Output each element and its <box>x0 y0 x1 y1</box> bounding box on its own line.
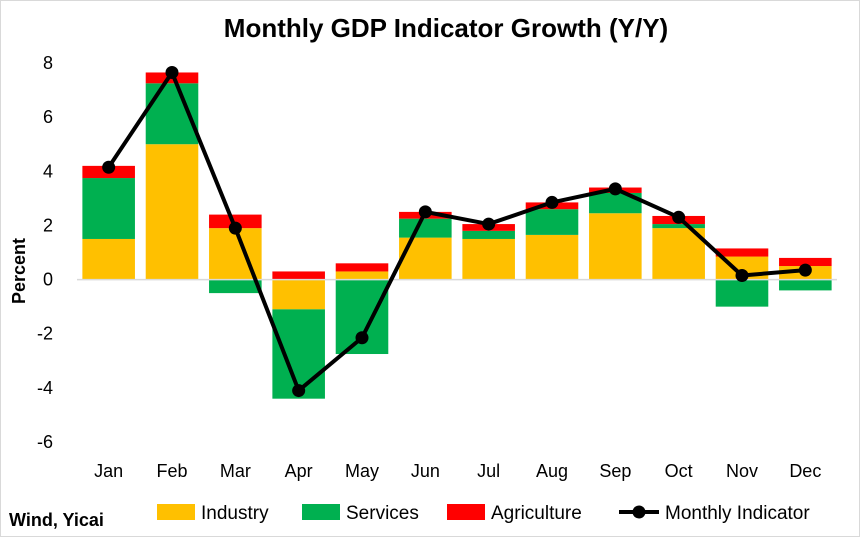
line-point <box>545 195 559 209</box>
chart-title: Monthly GDP Indicator Growth (Y/Y) <box>224 13 668 43</box>
x-tick-label: Jan <box>94 461 123 481</box>
line-point <box>672 210 686 224</box>
legend-label: Monthly Indicator <box>665 503 810 524</box>
x-tick-label: Jul <box>477 461 500 481</box>
line-point <box>798 263 812 277</box>
bar-services <box>82 178 135 239</box>
legend-swatch <box>447 504 485 520</box>
legend-label: Industry <box>201 503 269 524</box>
series-line <box>107 70 806 393</box>
bar-agriculture <box>209 214 262 229</box>
legend-label: Agriculture <box>491 503 582 524</box>
bar-agriculture <box>779 257 832 267</box>
legend-swatch <box>302 504 340 520</box>
x-tick-label: Dec <box>789 461 821 481</box>
line-point <box>355 331 369 345</box>
y-tick-label: 6 <box>43 107 53 127</box>
x-tick-label: Oct <box>665 461 693 481</box>
bar-industry <box>335 271 389 280</box>
x-tick-label: Aug <box>536 461 568 481</box>
legend: Industry Services Agriculture Monthly Indic… <box>157 503 810 524</box>
legend-marker <box>632 505 646 519</box>
bar-industry <box>462 238 515 280</box>
y-tick-label: -6 <box>37 432 53 452</box>
bar-agriculture <box>335 263 389 272</box>
line-point <box>228 221 242 235</box>
bar-industry <box>525 234 579 280</box>
bar-industry <box>272 279 325 310</box>
bar-industry <box>399 237 452 280</box>
y-tick-label: 8 <box>43 53 53 73</box>
plot-area: 8 6 4 2 0 -2 -4 -6 Jan Feb Mar Apr May Jun Jul Aug Sep Oc… <box>37 53 837 481</box>
bar-industry <box>652 228 705 280</box>
legend-swatch <box>157 504 195 520</box>
line-point <box>735 269 749 283</box>
bar-services <box>715 279 769 307</box>
y-tick-label: 0 <box>43 270 53 290</box>
bar-services <box>652 224 705 229</box>
y-axis-label: Percent <box>9 238 29 304</box>
bar-agriculture <box>715 248 769 257</box>
bar-agriculture <box>272 271 325 280</box>
bar-industry <box>589 213 642 280</box>
line-point <box>292 384 306 398</box>
line-point <box>608 182 622 196</box>
legend-label: Services <box>346 503 419 524</box>
bar-services <box>399 218 452 238</box>
bar-industry <box>82 238 135 280</box>
line-point <box>482 217 496 231</box>
line-point <box>165 65 179 79</box>
bar-services <box>589 192 642 214</box>
x-tick-label: May <box>345 461 379 481</box>
bar-services <box>462 230 515 239</box>
bar-services <box>779 279 832 291</box>
source-note: Wind, Yicai <box>9 510 104 530</box>
bar-industry <box>145 144 199 280</box>
bar-services <box>525 209 579 235</box>
y-tick-label: -4 <box>37 378 53 398</box>
y-tick-label: 2 <box>43 215 53 235</box>
x-tick-label: Jun <box>411 461 440 481</box>
y-tick-label: -2 <box>37 324 53 344</box>
line-point <box>102 160 116 174</box>
x-tick-label: Feb <box>156 461 187 481</box>
x-tick-label: Mar <box>220 461 251 481</box>
bar-services <box>272 309 325 399</box>
x-tick-label: Apr <box>285 461 313 481</box>
y-tick-label: 4 <box>43 161 53 181</box>
bar-services <box>209 279 262 294</box>
x-tick-label: Nov <box>726 461 758 481</box>
line-point <box>418 205 432 219</box>
x-tick-label: Sep <box>599 461 631 481</box>
